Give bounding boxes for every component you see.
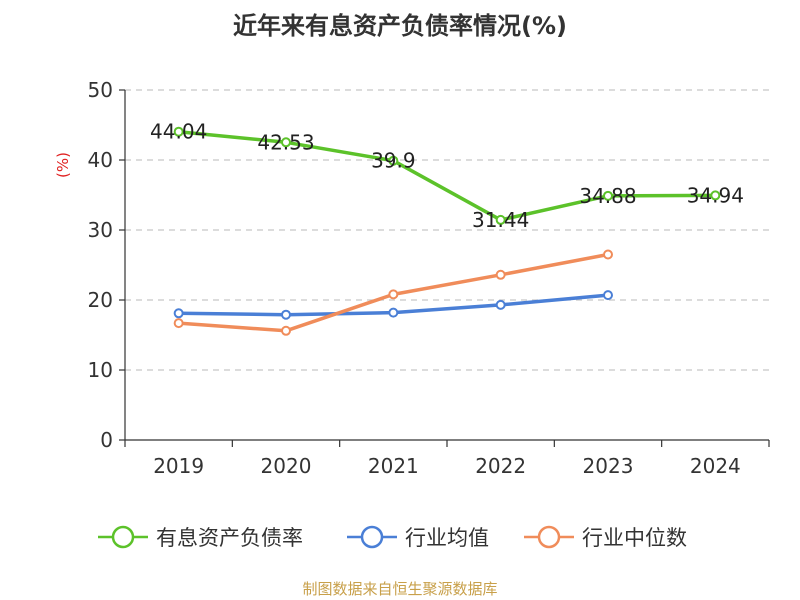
legend-item-1: 行业均值: [347, 525, 489, 550]
y-tick-label: 10: [88, 358, 113, 382]
series-0: [173, 126, 721, 225]
data-label: 44.04: [150, 120, 207, 144]
data-point: [281, 309, 291, 320]
data-label: 34.94: [687, 183, 744, 207]
axes: 0 10 20 30 40 50 2019 2020 2021 2022 2023 2024 (%): [54, 78, 770, 478]
y-axis-unit: (%): [54, 152, 72, 178]
data-point: [281, 137, 291, 148]
legend-marker: [537, 525, 561, 549]
chart-title: 近年来有息资产负债率情况(%): [233, 12, 567, 40]
x-tick-label: 2024: [690, 454, 741, 478]
source-note: 制图数据来自恒生聚源数据库: [302, 580, 498, 598]
series-line: [178, 129, 716, 222]
data-point: [173, 308, 184, 319]
data-labels: 44.04 42.53 39.9 31.44 34.88 34.94: [150, 120, 744, 232]
legend-item-0: 有息资产负债率: [98, 525, 303, 550]
legend-label: 行业均值: [405, 526, 489, 550]
data-label: 34.88: [579, 184, 636, 208]
data-point: [495, 299, 506, 310]
legend: 有息资产负债率 行业均值 行业中位数: [98, 525, 687, 550]
y-tick-label: 0: [100, 428, 113, 452]
data-point: [495, 214, 506, 225]
data-point: [603, 249, 613, 260]
data-point: [495, 269, 506, 280]
x-tick-label: 2022: [475, 454, 526, 478]
data-point: [710, 190, 721, 201]
y-tick-label: 50: [88, 78, 113, 102]
series-1: [173, 290, 613, 320]
legend-label: 行业中位数: [582, 526, 687, 550]
legend-marker: [360, 525, 384, 549]
data-point: [603, 190, 613, 201]
x-tick-label: 2021: [368, 454, 419, 478]
data-point: [173, 126, 184, 137]
x-tick-label: 2020: [261, 454, 312, 478]
x-tick-label: 2023: [583, 454, 634, 478]
legend-label: 有息资产负债率: [156, 526, 303, 550]
y-tick-label: 20: [88, 288, 113, 312]
y-tick-label: 40: [88, 148, 113, 172]
series-lines: [173, 126, 721, 336]
grid-lines: [125, 89, 769, 371]
data-label: 42.53: [257, 130, 314, 154]
data-point: [173, 318, 184, 329]
legend-marker: [111, 525, 135, 549]
data-point: [388, 289, 399, 300]
legend-item-2: 行业中位数: [524, 525, 687, 550]
data-point: [603, 290, 613, 301]
series-2: [173, 249, 613, 336]
data-label: 31.44: [472, 208, 529, 232]
data-point: [388, 155, 399, 166]
data-label: 39.9: [371, 149, 416, 173]
x-tick-label: 2019: [153, 454, 204, 478]
data-point: [281, 325, 291, 336]
y-tick-label: 30: [88, 218, 113, 242]
data-point: [388, 307, 399, 318]
